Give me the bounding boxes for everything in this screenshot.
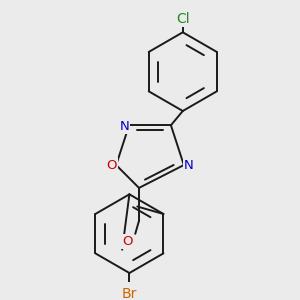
Text: Cl: Cl [176,12,190,26]
Text: Br: Br [122,286,137,300]
Text: N: N [119,120,129,133]
Text: N: N [184,160,194,172]
Text: O: O [122,235,133,248]
Text: O: O [106,159,117,172]
